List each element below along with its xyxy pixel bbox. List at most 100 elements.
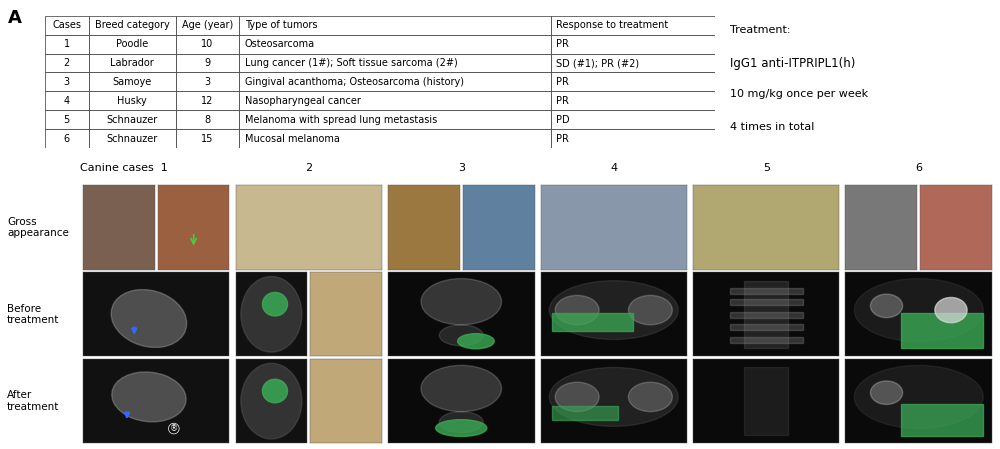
Bar [551,129,715,148]
Bar [176,92,239,110]
Bar [176,35,239,53]
Text: Lung cancer (1#); Soft tissue sarcoma (2#): Lung cancer (1#); Soft tissue sarcoma (2… [245,58,457,68]
Bar [730,337,803,343]
Bar [89,110,176,129]
Text: PR: PR [556,39,569,49]
Text: 1: 1 [64,39,70,49]
Text: 5: 5 [763,163,770,173]
Text: PD: PD [556,115,570,125]
Text: 4 times in total: 4 times in total [730,122,814,132]
Bar [901,405,983,436]
Text: PR: PR [556,77,569,87]
Text: ®: ® [170,424,178,433]
Bar [551,35,715,53]
Bar [239,53,551,72]
Bar [730,299,803,305]
Ellipse shape [262,292,288,316]
Ellipse shape [549,367,678,427]
Bar [45,35,89,53]
Bar [730,288,803,294]
Bar [552,313,633,331]
Text: Cases: Cases [52,20,81,30]
Text: Nasopharyngeal cancer: Nasopharyngeal cancer [245,96,361,106]
Text: Response to treatment: Response to treatment [556,20,668,30]
Text: 5: 5 [64,115,70,125]
Ellipse shape [111,290,187,348]
Text: 4: 4 [610,163,617,173]
Ellipse shape [854,365,983,428]
Ellipse shape [870,294,903,317]
Text: Age (year): Age (year) [182,20,233,30]
Bar [239,92,551,110]
Text: Melanoma with spread lung metastasis: Melanoma with spread lung metastasis [245,115,437,125]
Text: 10: 10 [201,39,214,49]
Bar [45,16,89,35]
Text: Canine cases  1: Canine cases 1 [80,163,168,173]
Bar [89,53,176,72]
Bar [176,53,239,72]
Text: After
treatment: After treatment [7,390,59,412]
Ellipse shape [555,382,599,412]
Ellipse shape [458,334,494,349]
Text: Samoye: Samoye [112,77,152,87]
Ellipse shape [935,298,967,323]
Bar [744,367,788,435]
Text: PR: PR [556,96,569,106]
Bar [239,72,551,92]
Text: Type of tumors: Type of tumors [245,20,317,30]
Text: PR: PR [556,134,569,144]
Bar [45,92,89,110]
Text: A: A [8,9,22,27]
Bar [176,129,239,148]
Text: Poodle: Poodle [116,39,148,49]
Text: SD (#1); PR (#2): SD (#1); PR (#2) [556,58,639,68]
Text: Breed category: Breed category [95,20,169,30]
Text: Treatment:: Treatment: [730,25,790,35]
Bar [552,406,618,420]
Text: Osteosarcoma: Osteosarcoma [245,39,315,49]
Bar [551,110,715,129]
Bar [45,72,89,92]
Ellipse shape [112,372,186,422]
Text: 2: 2 [64,58,70,68]
Text: 2: 2 [305,163,312,173]
Text: 9: 9 [204,58,211,68]
Text: Mucosal melanoma: Mucosal melanoma [245,134,340,144]
Ellipse shape [241,277,302,352]
Ellipse shape [262,379,288,403]
Text: 6: 6 [64,134,70,144]
Ellipse shape [555,295,599,325]
Text: 6: 6 [915,163,922,173]
Text: 15: 15 [201,134,214,144]
Bar [89,72,176,92]
Ellipse shape [436,420,487,436]
Ellipse shape [421,365,502,412]
Ellipse shape [628,295,672,325]
Bar [239,129,551,148]
Ellipse shape [870,381,903,405]
Text: Labrador: Labrador [110,58,154,68]
Bar [89,92,176,110]
Bar [45,53,89,72]
Text: 3: 3 [204,77,211,87]
Ellipse shape [549,281,678,339]
Bar [176,110,239,129]
Text: 3: 3 [64,77,70,87]
Bar [239,35,551,53]
Bar [901,313,983,348]
Text: IgG1 anti-ITPRIPL1(h): IgG1 anti-ITPRIPL1(h) [730,57,855,70]
Text: 3: 3 [458,163,465,173]
Text: Gingival acanthoma; Osteosarcoma (history): Gingival acanthoma; Osteosarcoma (histor… [245,77,464,87]
Bar [551,16,715,35]
Text: Schnauzer: Schnauzer [106,115,158,125]
Bar [551,53,715,72]
Bar [239,110,551,129]
Ellipse shape [854,278,983,342]
Text: 12: 12 [201,96,214,106]
Ellipse shape [421,278,502,325]
Bar [176,72,239,92]
Bar [45,110,89,129]
Text: 4: 4 [64,96,70,106]
Bar [730,324,803,330]
Bar [551,92,715,110]
